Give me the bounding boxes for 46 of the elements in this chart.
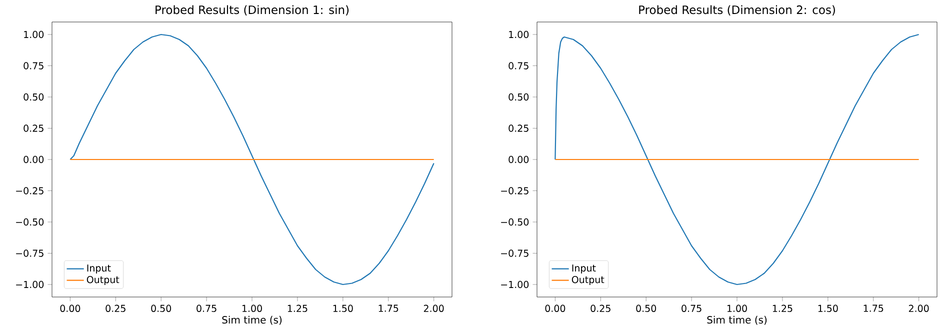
x-axis-title: Sim time (s) [707, 316, 767, 325]
x-tick-label: 0.50 [636, 304, 656, 312]
y-tick-label: −0.75 [16, 250, 44, 257]
x-tick-label: 1.25 [288, 304, 308, 312]
x-tick-label: 1.00 [727, 304, 747, 312]
x-tick-label: 0.00 [60, 304, 80, 312]
x-tick-label: 0.75 [682, 304, 702, 312]
y-tick-label: −0.50 [501, 218, 529, 226]
y-tick-label: −0.50 [16, 218, 44, 226]
y-tick-label: 0.25 [24, 124, 44, 132]
y-tick-label: 0.00 [508, 156, 529, 164]
y-tick-label: 0.00 [24, 156, 44, 164]
y-tick-label: 1.00 [24, 30, 44, 38]
x-tick-label: 2.00 [908, 304, 929, 312]
y-tick-label: −1.00 [501, 280, 529, 288]
y-tick-label: 0.25 [508, 124, 528, 132]
x-tick-label: 0.25 [590, 304, 610, 312]
legend-label: Output [572, 276, 604, 286]
x-tick-label: 0.75 [196, 304, 216, 312]
y-tick-label: 0.75 [24, 62, 44, 70]
legend-label: Input [572, 264, 596, 274]
x-tick-label: 1.50 [333, 304, 353, 312]
chart-title: Probed Results (Dimension 1: sin) [156, 5, 349, 16]
y-tick-label: 0.50 [508, 93, 529, 101]
x-axis-title: Sim time (s) [222, 316, 282, 325]
y-tick-label: −0.75 [501, 250, 528, 257]
x-tick-label: 0.50 [151, 304, 172, 312]
legend-label: Output [86, 276, 120, 286]
line-series [70, 34, 434, 286]
x-tick-label: 2.00 [424, 304, 444, 312]
y-tick-label: 0.50 [24, 93, 44, 101]
y-tick-label: −0.25 [501, 187, 528, 194]
x-tick-label: 1.75 [378, 304, 398, 312]
x-tick-label: 0.25 [106, 304, 126, 312]
x-tick-label: 1.50 [818, 304, 838, 312]
y-tick-label: −0.25 [16, 187, 44, 194]
x-tick-label: 1.25 [772, 304, 792, 312]
x-tick-label: 1.75 [864, 304, 884, 312]
y-tick-label: 0.75 [508, 62, 528, 70]
x-tick-label: 0.00 [545, 304, 566, 312]
x-tick-label: 1.00 [242, 304, 262, 312]
line-series [554, 34, 920, 286]
chart-title: Probed Results (Dimension 2: cos) [639, 5, 835, 16]
y-tick-label: −1.00 [16, 280, 44, 288]
y-tick-label: 1.00 [509, 30, 529, 38]
legend-label: Input [87, 264, 111, 274]
